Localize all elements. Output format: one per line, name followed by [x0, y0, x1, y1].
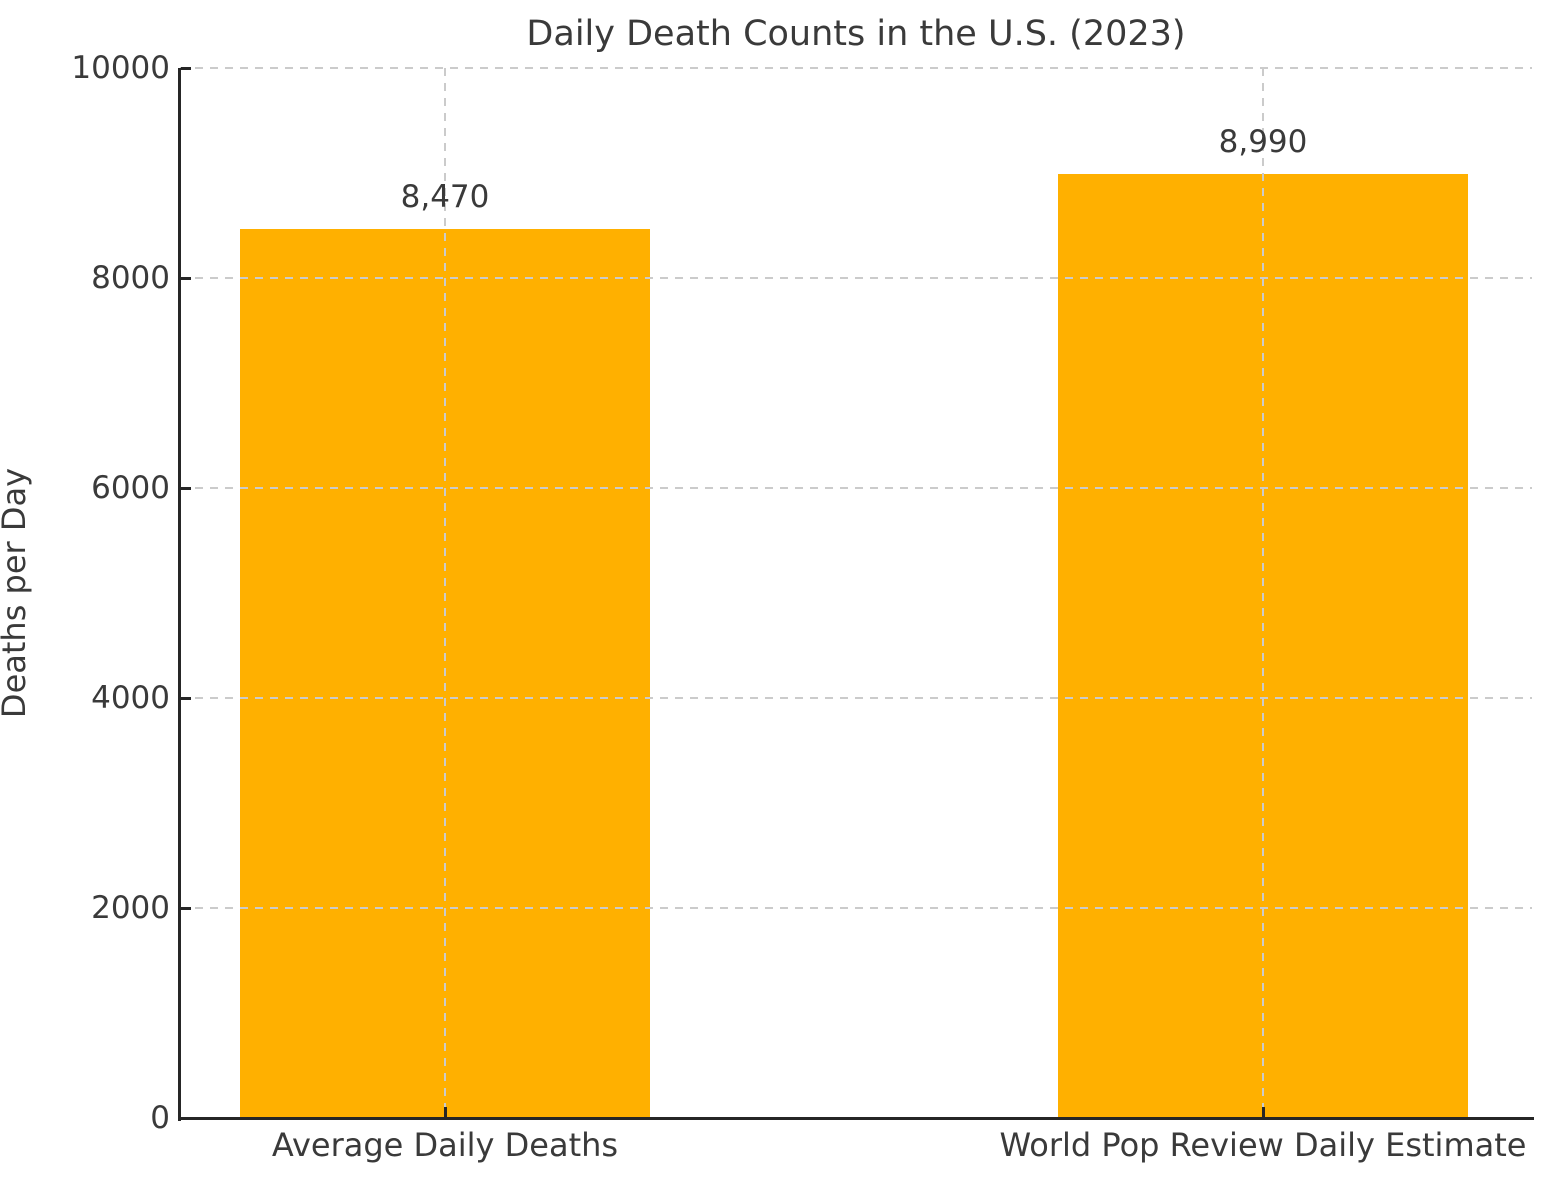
gridline-horizontal — [180, 277, 1532, 279]
y-tick-mark — [181, 277, 191, 280]
bar-value-label: 8,990 — [1218, 124, 1308, 161]
y-axis-label-text: Deaths per Day — [0, 467, 33, 719]
bottom-spine — [178, 1117, 1534, 1120]
y-tick-label: 8000 — [91, 260, 170, 296]
gridline-vertical — [1262, 68, 1264, 1118]
y-tick-label: 4000 — [91, 680, 170, 716]
gridline-horizontal — [180, 67, 1532, 69]
y-tick-label: 0 — [150, 1100, 170, 1136]
chart-title: Daily Death Counts in the U.S. (2023) — [526, 14, 1186, 54]
y-tick-label: 2000 — [91, 890, 170, 926]
y-tick-mark — [181, 67, 191, 70]
y-tick-mark — [181, 1117, 191, 1120]
bar-value-label: 8,470 — [400, 178, 490, 215]
left-spine — [178, 68, 181, 1121]
y-tick-label: 6000 — [91, 470, 170, 506]
x-tick-label: World Pop Review Daily Estimate — [999, 1126, 1527, 1164]
y-tick-mark — [181, 487, 191, 490]
gridline-vertical — [444, 68, 446, 1118]
x-tick-mark — [444, 1107, 447, 1117]
gridline-horizontal — [180, 907, 1532, 909]
x-tick-label: Average Daily Deaths — [271, 1126, 619, 1164]
gridline-horizontal — [180, 487, 1532, 489]
gridline-horizontal — [180, 697, 1532, 699]
y-tick-mark — [181, 907, 191, 910]
y-tick-mark — [181, 697, 191, 700]
y-tick-label: 10000 — [71, 50, 170, 86]
x-tick-mark — [1262, 1107, 1265, 1117]
